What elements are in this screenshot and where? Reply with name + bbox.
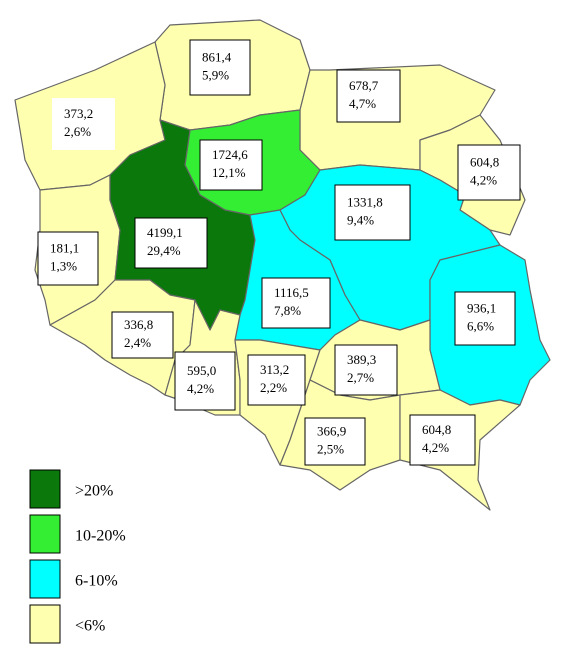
- region-share: 9,4%: [347, 212, 374, 227]
- region-share: 2,2%: [260, 380, 287, 395]
- region-value: 1116,5: [274, 285, 309, 300]
- region-share: 2,7%: [347, 370, 374, 385]
- label-box: [199, 139, 263, 191]
- region-share: 4,2%: [422, 440, 449, 455]
- region-share: 4,7%: [349, 96, 376, 111]
- region-share: 12,1%: [212, 165, 246, 180]
- legend-label: 10-20%: [75, 528, 126, 545]
- region-value: 595,0: [187, 363, 216, 378]
- legend-label: >20%: [75, 483, 113, 500]
- label-box: [174, 351, 236, 411]
- label-box: [304, 417, 366, 466]
- region-value: 1724,6: [212, 147, 248, 162]
- legend-swatch: [29, 514, 61, 554]
- region-value: 936,1: [467, 300, 496, 315]
- region-value: 389,3: [347, 352, 376, 367]
- label-box: [336, 69, 401, 123]
- label-box: [111, 311, 174, 359]
- label-box: [457, 144, 521, 201]
- legend-swatch: [29, 604, 61, 644]
- label-box: [52, 98, 115, 150]
- legend-label: 6-10%: [75, 573, 118, 590]
- region-share: 5,9%: [202, 67, 229, 82]
- region-share: 2,6%: [64, 124, 91, 139]
- label-box: [247, 354, 306, 406]
- label-box: [261, 277, 331, 329]
- region-value: 604,8: [422, 422, 451, 437]
- region-share: 2,4%: [124, 335, 151, 350]
- legend-swatch: [29, 559, 61, 599]
- legend-swatch: [29, 469, 61, 509]
- region-share: 2,5%: [317, 441, 344, 456]
- region-value: 336,8: [124, 317, 153, 332]
- label-box: [189, 39, 251, 96]
- region-value: 366,9: [317, 423, 346, 438]
- legend-label: <6%: [75, 618, 105, 635]
- label-box: [454, 291, 516, 346]
- label-box: [409, 414, 476, 466]
- label-box: [134, 217, 208, 269]
- region-value: 678,7: [349, 78, 379, 93]
- region-value: 313,2: [260, 362, 289, 377]
- region-value: 4199,1: [147, 225, 183, 240]
- region-value: 604,8: [470, 154, 499, 169]
- region-value: 861,4: [202, 49, 232, 64]
- region-share: 29,4%: [147, 243, 181, 258]
- region-share: 4,2%: [470, 172, 497, 187]
- region-share: 6,6%: [467, 318, 494, 333]
- region-value: 181,1: [50, 240, 79, 255]
- region-value: 1331,8: [347, 194, 383, 209]
- label-box: [37, 231, 99, 286]
- region-share: 4,2%: [187, 381, 214, 396]
- label-box: [334, 344, 398, 396]
- region-share: 7,8%: [274, 303, 301, 318]
- region-value: 373,2: [64, 106, 93, 121]
- region-share: 1,3%: [50, 258, 77, 273]
- label-box: [334, 184, 411, 241]
